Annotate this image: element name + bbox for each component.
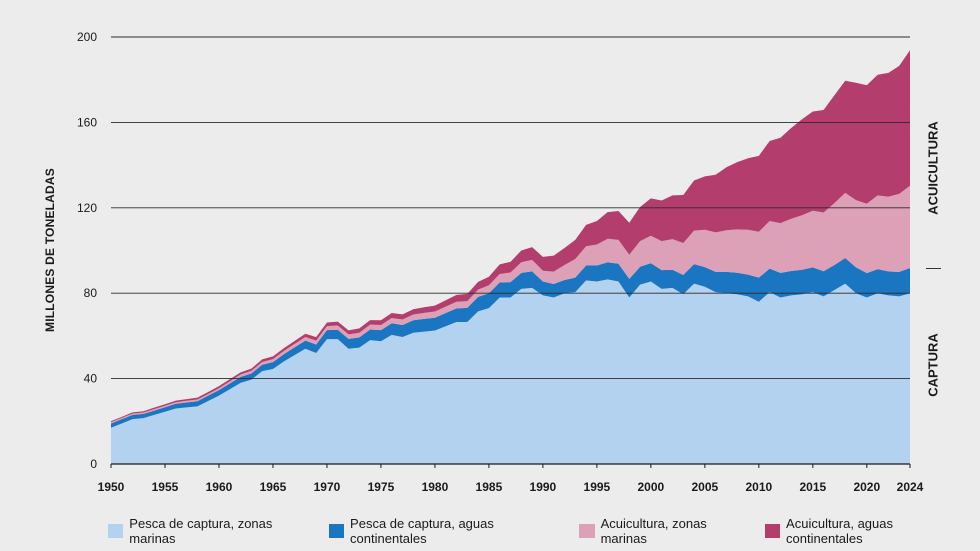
x-tick-label: 1985 xyxy=(476,480,503,494)
x-tick-label: 2020 xyxy=(853,480,880,494)
area-series-1 xyxy=(111,279,910,464)
legend-item: Acuicultura, zonas marinas xyxy=(579,516,749,546)
side-label-captura: CAPTURA xyxy=(925,333,941,397)
legend-item: Pesca de captura, aguas continentales xyxy=(328,516,565,546)
x-tick-label: 1950 xyxy=(98,480,125,494)
legend-label: Pesca de captura, zonas marinas xyxy=(129,516,273,546)
x-tick-label: 1970 xyxy=(314,480,341,494)
side-divider xyxy=(926,268,941,269)
x-tick-label: 2005 xyxy=(691,480,718,494)
x-tick-label: 1955 xyxy=(152,480,179,494)
x-tick-label: 1965 xyxy=(260,480,287,494)
legend: Pesca de captura, zonas marinas Pesca de… xyxy=(108,516,980,546)
legend-swatch xyxy=(764,524,781,538)
legend-label: Acuicultura, aguas continentales xyxy=(786,516,893,546)
y-tick-label: 40 xyxy=(84,372,98,386)
gridlines xyxy=(111,36,910,465)
area-series-2 xyxy=(111,257,910,428)
y-tick-label: 0 xyxy=(90,457,97,471)
legend-item: Acuicultura, aguas continentales xyxy=(764,516,965,546)
x-tick-label: 1995 xyxy=(584,480,611,494)
legend-label: Pesca de captura, aguas continentales xyxy=(350,516,494,546)
y-tick-label: 160 xyxy=(77,115,97,129)
legend-label: Acuicultura, zonas marinas xyxy=(600,516,707,546)
x-tick-label: 2000 xyxy=(638,480,665,494)
legend-swatch xyxy=(108,524,124,538)
area-series-3 xyxy=(111,185,910,424)
x-tick-label: 1975 xyxy=(368,480,395,494)
x-tick-label: 2015 xyxy=(799,480,826,494)
y-tick-labels: 0 40 80 120 160 200 xyxy=(77,30,97,471)
x-tick-label: 2010 xyxy=(745,480,772,494)
y-tick-label: 120 xyxy=(77,201,97,215)
legend-swatch xyxy=(328,524,345,538)
y-axis-label: MILLONES DE TONELADAS xyxy=(43,168,57,332)
x-tick-label: 1980 xyxy=(422,480,449,494)
x-tick-label: 1960 xyxy=(206,480,233,494)
y-tick-label: 80 xyxy=(84,286,98,300)
x-tick-label: 1990 xyxy=(530,480,557,494)
legend-item: Pesca de captura, zonas marinas xyxy=(108,516,314,546)
side-label-acuicultura: ACUICULTURA xyxy=(925,121,941,215)
y-tick-label: 200 xyxy=(77,30,97,44)
x-tick-labels: 1950 1955 1960 1965 1970 1975 1980 1985 1990 1995… xyxy=(98,464,924,494)
x-tick-label: 2024 xyxy=(897,480,924,494)
area-layers xyxy=(111,50,910,464)
legend-swatch xyxy=(579,524,595,538)
